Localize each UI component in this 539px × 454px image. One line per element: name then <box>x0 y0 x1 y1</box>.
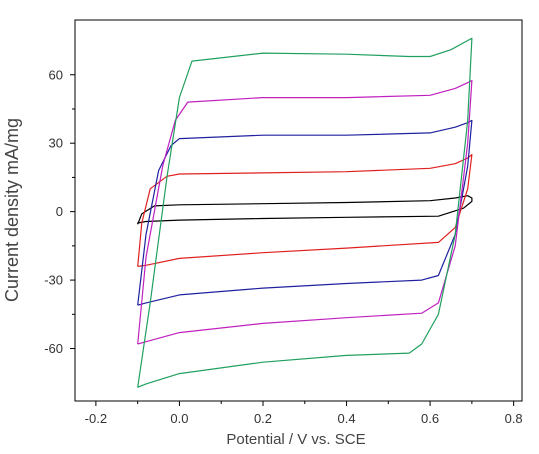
x-axis-title: Potential / V vs. SCE <box>226 431 365 448</box>
y-axis-ticks: -60 -30 0 30 60 <box>44 67 75 356</box>
series-line-4 <box>137 79 473 345</box>
y-tick-label: -30 <box>44 273 63 288</box>
y-tick-label: -60 <box>44 341 63 356</box>
x-axis-ticks: -0.2 0.0 0.2 0.4 0.6 0.8 <box>85 401 523 426</box>
series-line-5 <box>137 37 473 388</box>
x-tick-label: 0.4 <box>338 411 356 426</box>
x-tick-label: 0.6 <box>421 411 439 426</box>
y-axis-title: Current density mA/mg <box>2 118 22 302</box>
series-line-3 <box>137 119 473 306</box>
y-tick-label: 0 <box>56 204 63 219</box>
series-layer <box>137 37 473 388</box>
x-tick-label: -0.2 <box>85 411 107 426</box>
y-tick-label: 30 <box>49 136 63 151</box>
series-line-1 <box>137 195 473 225</box>
x-tick-label: 0.2 <box>254 411 272 426</box>
series-line-2 <box>137 154 473 267</box>
x-tick-label: 0.0 <box>170 411 188 426</box>
y-tick-label: 60 <box>49 67 63 82</box>
x-tick-label: 0.8 <box>505 411 523 426</box>
plot-frame <box>74 19 523 402</box>
